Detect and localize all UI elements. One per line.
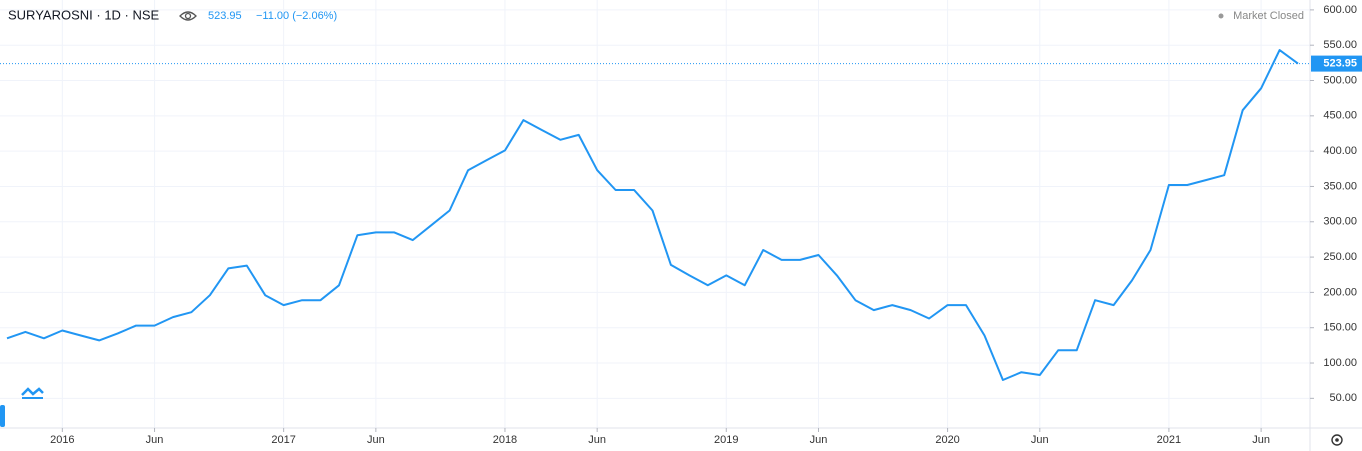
last-price-label: 523.95 xyxy=(1323,58,1357,70)
x-tick-label: Jun xyxy=(1252,434,1270,446)
price-line xyxy=(6,49,1299,381)
y-tick-label: 200.00 xyxy=(1323,286,1357,298)
x-tick-label: Jun xyxy=(146,434,164,446)
y-tick-label: 550.00 xyxy=(1323,39,1357,51)
symbol-title: SURYAROSNI · 1D · NSE xyxy=(8,7,160,22)
header-price: 523.95 xyxy=(208,10,242,22)
logo xyxy=(21,387,44,399)
y-tick-label: 350.00 xyxy=(1323,180,1357,192)
x-tick-label: Jun xyxy=(588,434,606,446)
x-tick-label: Jun xyxy=(367,434,385,446)
x-tick-label: 2019 xyxy=(714,434,738,446)
y-tick-label: 300.00 xyxy=(1323,216,1357,228)
eye-icon[interactable] xyxy=(179,11,197,21)
grid xyxy=(0,0,1310,428)
x-tick-label: 2018 xyxy=(493,434,517,446)
y-tick-label: 150.00 xyxy=(1323,322,1357,334)
x-tick-label: 2020 xyxy=(935,434,959,446)
last-price-badge xyxy=(1311,55,1362,72)
y-tick-label: 400.00 xyxy=(1323,145,1357,157)
y-tick-label: 250.00 xyxy=(1323,251,1357,263)
y-tick-label: 600.00 xyxy=(1323,4,1357,16)
x-tick-label: Jun xyxy=(1031,434,1049,446)
x-tick-label: Jun xyxy=(810,434,828,446)
side-toggle[interactable] xyxy=(0,405,5,427)
market-status: Market Closed xyxy=(1233,10,1304,22)
y-tick-label: 100.00 xyxy=(1323,357,1357,369)
header-change: −11.00 (−2.06%) xyxy=(256,10,337,22)
x-tick-label: 2016 xyxy=(50,434,74,446)
settings-icon[interactable] xyxy=(1331,434,1343,446)
x-tick-label: 2021 xyxy=(1157,434,1181,446)
x-tick-label: 2017 xyxy=(271,434,295,446)
y-tick-label: 50.00 xyxy=(1329,392,1357,404)
y-tick-label: 450.00 xyxy=(1323,110,1357,122)
y-tick-label: 500.00 xyxy=(1323,74,1357,86)
status-dot xyxy=(1218,13,1224,19)
